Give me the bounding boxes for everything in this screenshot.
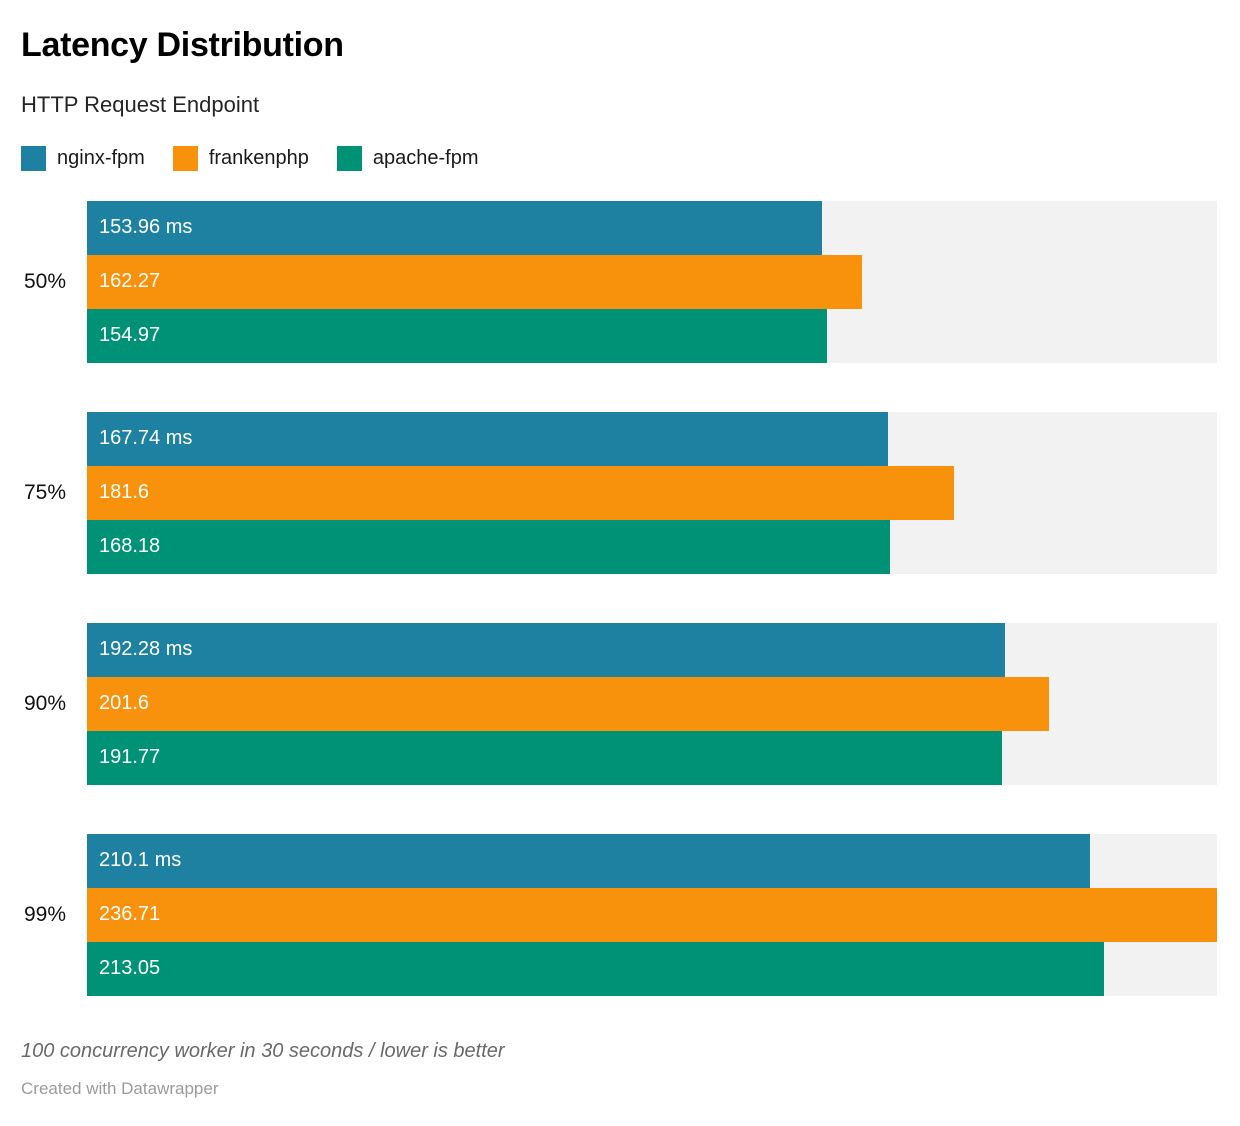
legend-swatch-icon <box>172 145 198 171</box>
category-label: 75% <box>23 480 66 504</box>
bar-value-label: 154.97 <box>99 324 161 347</box>
bar-nginx-fpm: 192.28 ms <box>87 622 1005 677</box>
bar-value-label: 167.74 ms <box>99 427 193 450</box>
bar-value-label: 153.96 ms <box>99 216 193 239</box>
bar-apache-fpm: 213.05 <box>87 941 1105 996</box>
bar-value-label: 210.1 ms <box>99 849 182 872</box>
bar-value-label: 168.18 <box>99 535 161 558</box>
bar-group: 99% 210.1 ms 236.71 213.05 <box>21 833 1217 996</box>
bar-track: 153.96 ms 162.27 154.97 <box>87 200 1217 363</box>
bar-frankenphp: 201.6 <box>87 676 1050 731</box>
bar-value-label: 162.27 <box>99 270 161 293</box>
bar-value-label: 236.71 <box>99 903 161 926</box>
bar-nginx-fpm: 167.74 ms <box>87 411 888 466</box>
bar-value-label: 192.28 ms <box>99 638 193 661</box>
legend-label: nginx-fpm <box>57 146 145 169</box>
bar-value-label: 181.6 <box>99 481 150 504</box>
bar-value-label: 201.6 <box>99 692 150 715</box>
bar-group: 50% 153.96 ms 162.27 154.97 <box>21 200 1217 363</box>
legend-swatch-icon <box>336 145 362 171</box>
bar-group: 90% 192.28 ms 201.6 191.77 <box>21 622 1217 785</box>
bar-nginx-fpm: 210.1 ms <box>87 833 1090 888</box>
legend-label: apache-fpm <box>372 146 479 169</box>
category-label: 50% <box>23 269 66 293</box>
legend-item-apache-fpm: apache-fpm <box>336 145 479 171</box>
bar-apache-fpm: 168.18 <box>87 519 890 574</box>
bar-track: 167.74 ms 181.6 168.18 <box>87 411 1217 574</box>
chart-footnote: 100 concurrency worker in 30 seconds / l… <box>21 1039 505 1062</box>
legend: nginx-fpm frankenphp apache-fpm <box>21 145 1217 171</box>
bar-group: 75% 167.74 ms 181.6 168.18 <box>21 411 1217 574</box>
bar-chart: 50% 153.96 ms 162.27 154.97 75% 167.74 ms 181.… <box>21 200 1217 996</box>
legend-item-frankenphp: frankenphp <box>172 145 309 171</box>
bar-value-label: 191.77 <box>99 746 161 769</box>
bar-apache-fpm: 154.97 <box>87 308 827 363</box>
bar-track: 210.1 ms 236.71 213.05 <box>87 833 1217 996</box>
bar-frankenphp: 236.71 <box>87 887 1217 942</box>
bar-nginx-fpm: 153.96 ms <box>87 200 822 255</box>
bar-apache-fpm: 191.77 <box>87 730 1003 785</box>
chart-container: Latency Distribution HTTP Request Endpoi… <box>21 26 1217 1098</box>
bar-frankenphp: 181.6 <box>87 465 954 520</box>
category-label: 99% <box>23 902 66 926</box>
legend-item-nginx-fpm: nginx-fpm <box>21 145 145 171</box>
category-label: 90% <box>23 691 66 715</box>
bar-track: 192.28 ms 201.6 191.77 <box>87 622 1217 785</box>
bar-value-label: 213.05 <box>99 957 161 980</box>
legend-swatch-icon <box>21 145 46 171</box>
bar-frankenphp: 162.27 <box>87 254 862 309</box>
datawrapper-credit: Created with Datawrapper <box>21 1078 219 1098</box>
legend-label: frankenphp <box>208 146 309 169</box>
chart-title: Latency Distribution <box>21 26 344 64</box>
chart-subtitle: HTTP Request Endpoint <box>21 91 260 117</box>
